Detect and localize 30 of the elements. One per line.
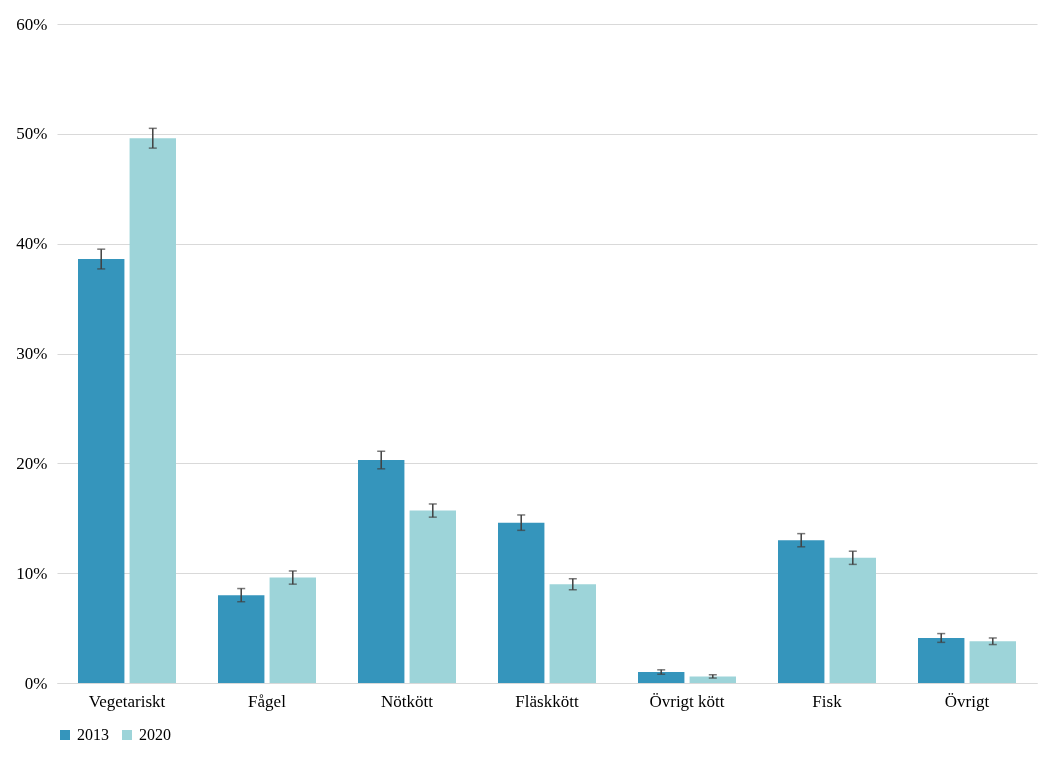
x-tick-label: Fisk: [812, 691, 843, 711]
x-tick-label: Nötkött: [381, 691, 434, 711]
x-tick-label: Fågel: [248, 691, 287, 711]
x-tick-label: Övrigt kött: [649, 691, 725, 711]
bar: [218, 595, 265, 683]
y-tick-label: 30%: [16, 344, 48, 363]
x-tick-label: Vegetariskt: [88, 691, 166, 711]
y-tick-label: 40%: [16, 234, 48, 254]
bar: [918, 637, 965, 683]
x-tick-label: Övrigt: [944, 691, 990, 711]
x-tick-label: Fläskkött: [515, 691, 579, 711]
bar: [689, 676, 736, 683]
bar: [638, 672, 685, 683]
y-tick-label: 0%: [24, 673, 48, 693]
bar: [829, 557, 876, 683]
bar: [969, 641, 1016, 683]
y-tick-label: 50%: [16, 124, 48, 144]
legend-label: 2013: [77, 726, 109, 743]
bar: [409, 510, 456, 683]
bar: [549, 584, 596, 683]
bar: [269, 577, 316, 683]
bar: [129, 138, 176, 683]
legend-label: 2020: [139, 726, 171, 743]
y-tick-label: 20%: [16, 453, 48, 473]
bar: [778, 540, 825, 683]
bar: [498, 522, 545, 683]
y-tick-label: 60%: [16, 14, 48, 34]
bar: [358, 460, 405, 683]
y-tick-label: 10%: [16, 563, 48, 583]
bar: [78, 259, 125, 683]
